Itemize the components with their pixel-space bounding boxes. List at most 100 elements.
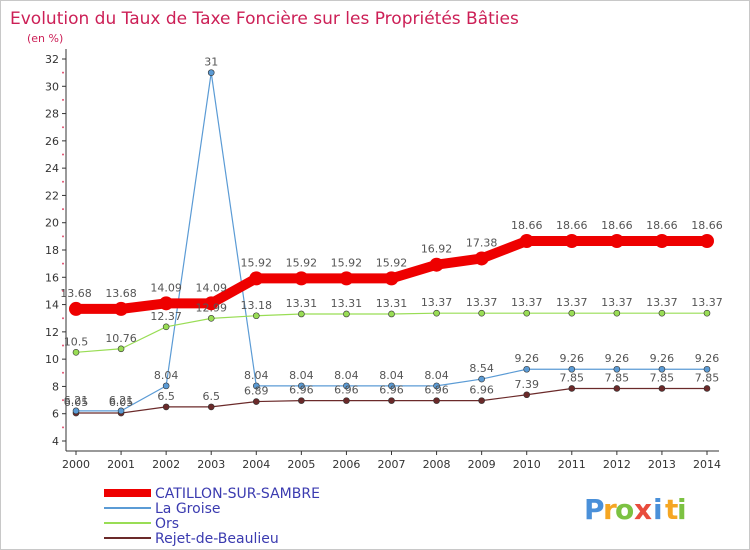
data-label: 15.92 xyxy=(376,256,408,269)
data-point xyxy=(207,403,215,411)
data-label: 12.99 xyxy=(195,301,227,314)
data-label: 13.18 xyxy=(241,299,273,312)
data-point xyxy=(609,233,624,248)
y-tick-label: 4 xyxy=(52,435,59,448)
data-point xyxy=(658,385,666,392)
y-minor-dot xyxy=(62,262,64,265)
data-label: 15.92 xyxy=(241,256,273,269)
x-tick-label: 2013 xyxy=(648,458,676,471)
data-label: 8.54 xyxy=(469,362,494,375)
y-minor-dot xyxy=(62,289,64,292)
y-minor-dot xyxy=(62,208,64,211)
x-tick-label: 2001 xyxy=(107,458,135,471)
data-label: 18.66 xyxy=(556,219,588,232)
data-label: 6.5 xyxy=(202,390,220,403)
data-label: 13.37 xyxy=(511,296,543,309)
data-point xyxy=(568,309,576,317)
data-point xyxy=(162,382,170,390)
data-point xyxy=(204,296,219,311)
data-point xyxy=(252,312,260,320)
y-minor-dot xyxy=(62,344,64,347)
chart-title: Evolution du Taux de Taxe Foncière sur l… xyxy=(10,9,519,29)
data-point xyxy=(429,257,444,272)
data-label: 6.21 xyxy=(109,394,134,407)
data-point xyxy=(613,365,621,373)
data-point xyxy=(703,385,711,392)
data-point xyxy=(433,382,440,390)
data-label: 18.66 xyxy=(601,219,633,232)
y-minor-dot xyxy=(62,399,64,402)
data-label: 8.04 xyxy=(154,369,179,382)
logo-letter: x xyxy=(634,493,652,526)
legend-label: CATILLON-SUR-SAMBRE xyxy=(155,486,320,502)
data-label: 13.37 xyxy=(556,296,588,309)
y-minor-dot xyxy=(62,153,64,156)
y-minor-dot xyxy=(62,235,64,238)
data-label: 9.26 xyxy=(695,352,720,365)
data-label: 7.85 xyxy=(605,371,630,384)
data-label: 13.68 xyxy=(60,287,92,300)
data-label: 6.96 xyxy=(379,384,404,397)
data-label: 6.96 xyxy=(334,384,359,397)
data-label: 14.09 xyxy=(195,281,227,294)
data-label: 13.37 xyxy=(691,296,723,309)
y-minor-dot xyxy=(62,180,64,183)
data-label: 13.37 xyxy=(466,296,498,309)
data-point xyxy=(72,349,80,356)
data-labels-layer: 13.68 13.68 14.09 14.09 15.92 15.92 15.92 15.92… xyxy=(60,56,723,409)
data-label: 13.31 xyxy=(376,297,408,310)
logo-letter: i xyxy=(677,493,687,526)
series-layer xyxy=(69,69,714,417)
y-tick-label: 14 xyxy=(45,299,59,312)
x-tick-label: 2003 xyxy=(197,458,225,471)
data-point xyxy=(474,251,489,266)
data-label: 7.85 xyxy=(560,371,585,384)
data-point xyxy=(523,365,531,373)
data-label: 6.05 xyxy=(64,396,89,409)
y-tick-label: 30 xyxy=(45,80,59,93)
data-label: 13.31 xyxy=(286,297,318,310)
x-tick-label: 2014 xyxy=(693,458,721,471)
y-minor-dot xyxy=(62,126,64,129)
data-label: 6.21 xyxy=(64,394,89,407)
y-minor-dot xyxy=(62,426,64,429)
data-point xyxy=(388,310,395,318)
chart-subtitle: (en %) xyxy=(27,32,63,45)
data-point xyxy=(388,397,395,404)
data-point xyxy=(298,310,305,318)
x-tick-label: 2000 xyxy=(62,458,90,471)
data-point xyxy=(72,407,80,415)
data-point xyxy=(298,397,305,404)
data-point xyxy=(159,296,174,311)
y-minor-dot xyxy=(62,371,64,374)
legend-label: Ors xyxy=(155,516,179,532)
y-tick-label: 18 xyxy=(45,244,59,257)
data-point xyxy=(117,407,125,415)
data-label: 9.26 xyxy=(650,352,675,365)
data-point xyxy=(339,271,354,286)
y-tick-label: 24 xyxy=(45,162,59,175)
data-label: 8.04 xyxy=(424,369,449,382)
data-point xyxy=(162,403,170,411)
data-label: 8.04 xyxy=(334,369,359,382)
data-label: 10.5 xyxy=(64,335,89,348)
data-point xyxy=(343,310,350,318)
axes: 4 6 8 10 12 14 16 18 20 22 24 26 28 30 32 2000 2001 2002 2… xyxy=(45,49,721,471)
data-point xyxy=(564,233,579,248)
data-point xyxy=(478,375,485,383)
y-tick-label: 28 xyxy=(45,108,59,121)
data-point xyxy=(703,309,711,317)
data-label: 6.5 xyxy=(157,390,175,403)
data-point xyxy=(568,365,576,373)
data-point xyxy=(433,397,440,404)
x-tick-label: 2009 xyxy=(468,458,496,471)
y-minor-dot xyxy=(62,317,64,320)
data-point xyxy=(207,69,215,76)
data-point xyxy=(117,345,125,353)
data-label: 10.76 xyxy=(105,332,137,345)
data-point xyxy=(298,382,305,390)
data-label: 9.26 xyxy=(560,352,585,365)
data-point xyxy=(343,397,350,404)
